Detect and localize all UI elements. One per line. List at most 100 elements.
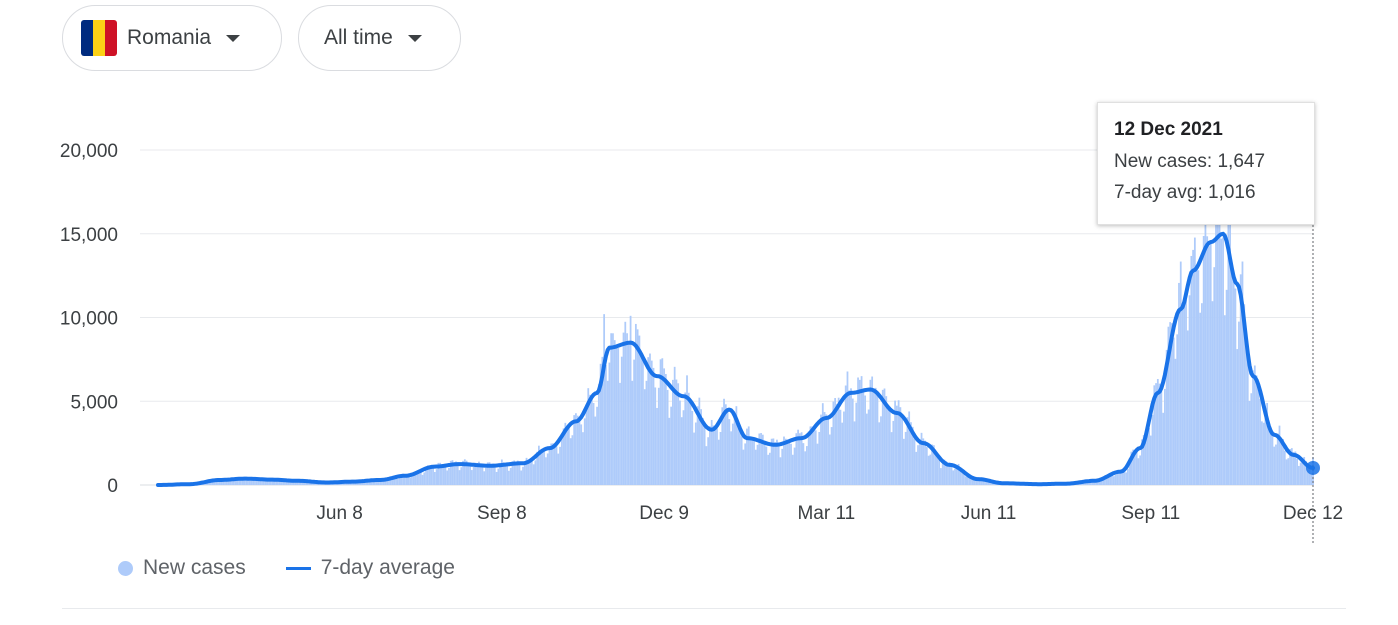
- new-cases-bar: [657, 387, 660, 485]
- new-cases-bar: [710, 419, 713, 485]
- new-cases-bar: [592, 402, 595, 485]
- new-cases-bar: [961, 470, 963, 485]
- new-cases-bar: [218, 479, 221, 485]
- new-cases-bar: [229, 478, 232, 485]
- new-cases-bar: [1208, 246, 1210, 485]
- new-cases-bar: [569, 438, 572, 485]
- new-cases-bar: [894, 400, 896, 485]
- new-cases-bar: [659, 359, 662, 485]
- new-cases-bar: [1306, 463, 1309, 485]
- new-cases-bar: [375, 479, 378, 485]
- new-cases-bar: [562, 428, 565, 485]
- new-cases-bar: [458, 470, 461, 485]
- new-cases-bar: [797, 429, 799, 485]
- tooltip-average: 7-day avg: 1,016: [1114, 182, 1256, 203]
- new-cases-bar: [1289, 448, 1291, 485]
- new-cases-bar: [827, 417, 829, 485]
- new-cases-bar: [978, 480, 981, 485]
- new-cases-bar: [934, 451, 937, 485]
- new-cases-bar: [224, 481, 226, 485]
- new-cases-bar: [1296, 458, 1299, 485]
- new-cases-bar: [941, 463, 944, 485]
- new-cases-bar: [366, 480, 369, 485]
- new-cases-bar: [520, 470, 523, 485]
- new-cases-bar: [516, 460, 519, 485]
- new-cases-bar: [802, 443, 805, 485]
- new-cases-bar: [887, 409, 889, 485]
- new-cases-bar: [601, 356, 604, 485]
- new-cases-bar: [582, 432, 584, 485]
- new-cases-bar: [419, 470, 422, 485]
- new-cases-bar: [1199, 312, 1202, 485]
- new-cases-bar: [747, 426, 750, 485]
- new-cases-bar: [968, 474, 971, 485]
- new-cases-bar: [814, 430, 817, 485]
- new-cases-bar: [1125, 472, 1127, 485]
- new-cases-bar: [603, 314, 606, 485]
- new-cases-bar: [1218, 202, 1221, 485]
- new-cases-bar: [391, 477, 394, 485]
- new-cases-bar: [943, 459, 946, 485]
- new-cases-bar: [906, 417, 909, 485]
- new-cases-bar: [693, 432, 695, 485]
- new-cases-bar: [624, 321, 627, 485]
- new-cases-bar: [284, 480, 286, 485]
- new-cases-bar: [1273, 446, 1276, 485]
- new-cases-bar: [774, 442, 777, 485]
- new-cases-bar: [680, 417, 683, 485]
- new-cases-bar: [1195, 265, 1198, 485]
- new-cases-bar: [502, 462, 505, 485]
- new-cases-bar: [645, 380, 648, 485]
- new-cases-bar: [686, 375, 688, 485]
- new-cases-bar: [677, 383, 680, 485]
- new-cases-bar: [638, 335, 641, 485]
- new-cases-bar: [485, 467, 487, 485]
- new-cases-bar: [585, 404, 588, 485]
- new-cases-bar: [546, 453, 549, 485]
- new-cases-bar: [984, 479, 986, 485]
- new-cases-bar: [446, 470, 449, 485]
- new-cases-bar: [735, 406, 738, 485]
- new-cases-bar: [1086, 481, 1089, 485]
- new-cases-bar: [1153, 385, 1156, 485]
- time-range-select[interactable]: All time: [298, 5, 461, 71]
- new-cases-bar: [883, 388, 886, 485]
- new-cases-bar: [1259, 398, 1261, 485]
- x-tick-label: Mar 11: [797, 503, 855, 524]
- new-cases-bar: [1250, 393, 1253, 485]
- new-cases-bar: [811, 426, 814, 485]
- new-cases-bar: [506, 464, 509, 485]
- country-select[interactable]: Romania: [62, 5, 282, 71]
- new-cases-bar: [1160, 387, 1163, 485]
- new-cases-bar: [1202, 236, 1205, 485]
- new-cases-bar: [1229, 210, 1232, 485]
- new-cases-bar: [523, 461, 526, 485]
- new-cases-bar: [269, 479, 272, 485]
- new-cases-bar: [1206, 236, 1209, 485]
- new-cases-bar: [975, 479, 978, 485]
- new-cases-bar: [929, 454, 932, 485]
- new-cases-bar: [245, 478, 248, 485]
- y-tick-label: 5,000: [70, 392, 118, 413]
- new-cases-bar: [682, 410, 685, 485]
- new-cases-bar: [1116, 471, 1119, 485]
- new-cases-bar: [1292, 452, 1295, 485]
- new-cases-bar: [793, 447, 796, 485]
- new-cases-bar: [481, 466, 484, 485]
- new-cases-bar: [587, 388, 590, 485]
- new-cases-bar: [455, 461, 457, 485]
- new-cases-bar: [955, 465, 958, 485]
- new-cases-bar: [804, 451, 807, 485]
- new-cases-bar: [1139, 455, 1142, 485]
- cases-chart[interactable]: 0 5,000 10,000 15,000 20,000 Jun 8 Sep 8 Dec 9…: [0, 0, 1398, 560]
- new-cases-bar: [405, 474, 408, 485]
- new-cases-bar: [1236, 349, 1239, 485]
- new-cases-bar: [543, 451, 546, 485]
- new-cases-bar: [756, 444, 759, 485]
- new-cases-bar: [813, 428, 815, 485]
- new-cases-bar: [374, 480, 376, 485]
- new-cases-bar: [1211, 301, 1214, 485]
- new-cases-bar: [626, 333, 628, 485]
- new-cases-bar: [238, 479, 240, 485]
- new-cases-bar: [728, 419, 731, 485]
